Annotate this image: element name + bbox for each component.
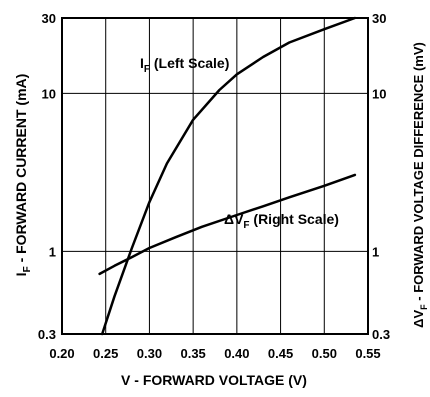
series-label-dvf: ΔVF (Right Scale) <box>224 211 339 231</box>
left-y-axis-label-rest: - FORWARD CURRENT (mA) <box>13 74 29 267</box>
right-y-axis-label-sub: F <box>419 304 429 310</box>
series-label-dvf-rest: (Right Scale) <box>250 211 339 227</box>
x-tick-label: 0.30 <box>137 346 162 361</box>
right-y-tick-label: 0.3 <box>372 327 390 342</box>
right-y-tick-label: 1 <box>372 244 379 259</box>
left-y-tick-label: 1 <box>49 244 56 259</box>
series-line-forward-current <box>100 16 357 336</box>
left-y-axis-label: IF - FORWARD CURRENT (mA) <box>13 74 33 277</box>
left-y-axis-label-sub: F <box>22 266 33 272</box>
series-label-if-main: I <box>140 55 144 71</box>
right-y-axis-label-main: ΔV <box>411 310 426 328</box>
left-y-tick-label: 0.3 <box>38 327 56 342</box>
series-label-if-sub: F <box>144 64 150 75</box>
series-lines <box>98 16 357 336</box>
series-line-voltage-difference <box>98 173 357 276</box>
x-tick-labels: 0.20 0.25 0.30 0.35 0.40 0.45 0.50 0.55 <box>49 346 380 361</box>
left-y-tick-label: 30 <box>42 11 56 26</box>
x-tick-label: 0.20 <box>49 346 74 361</box>
left-y-tick-labels: 0.3 1 10 30 <box>38 11 56 342</box>
right-y-tick-labels: 0.3 1 10 30 <box>372 11 390 342</box>
series-label-dvf-sub: F <box>243 220 249 231</box>
right-y-tick-label: 30 <box>372 11 386 26</box>
left-y-axis-label-main: I <box>13 272 29 276</box>
right-y-axis-label-rest: - FORWARD VOLTAGE DIFFERENCE (mV) <box>411 42 426 304</box>
x-tick-label: 0.50 <box>312 346 337 361</box>
series-label-dvf-main: ΔV <box>224 211 244 227</box>
x-tick-label: 0.45 <box>268 346 293 361</box>
right-y-tick-label: 10 <box>372 86 386 101</box>
series-label-if-rest: (Left Scale) <box>150 55 229 71</box>
plot-frame <box>61 17 369 335</box>
x-tick-label: 0.55 <box>355 346 380 361</box>
right-y-axis-label: ΔVF - FORWARD VOLTAGE DIFFERENCE (mV) <box>411 42 429 328</box>
x-tick-label: 0.25 <box>93 346 118 361</box>
x-tick-label: 0.40 <box>224 346 249 361</box>
x-tick-label: 0.35 <box>180 346 205 361</box>
x-axis-label: V - FORWARD VOLTAGE (V) <box>121 372 307 388</box>
series-label-if: IF (Left Scale) <box>140 55 229 75</box>
left-y-tick-label: 10 <box>42 86 56 101</box>
